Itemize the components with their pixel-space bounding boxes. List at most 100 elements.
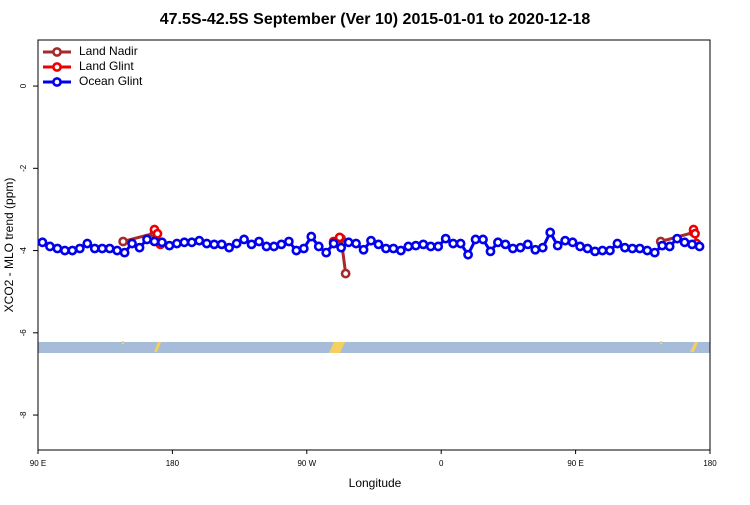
x-tick-label: 180 bbox=[166, 459, 180, 468]
data-point bbox=[59, 245, 70, 256]
chart-title: 47.5S-42.5S September (Ver 10) 2015-01-0… bbox=[160, 11, 591, 28]
data-point bbox=[321, 247, 332, 258]
data-point bbox=[152, 228, 163, 239]
data-point bbox=[298, 243, 309, 254]
x-tick-label: 90 E bbox=[567, 459, 583, 468]
data-point bbox=[276, 239, 287, 250]
data-point bbox=[179, 237, 190, 248]
data-point bbox=[530, 244, 541, 255]
data-point bbox=[522, 239, 533, 250]
x-tick-label: 90 W bbox=[297, 459, 316, 468]
data-point bbox=[366, 235, 376, 246]
data-point bbox=[597, 245, 608, 256]
data-point bbox=[171, 238, 182, 249]
data-point bbox=[657, 240, 668, 251]
data-point bbox=[455, 238, 466, 249]
data-point bbox=[373, 239, 384, 250]
data-point bbox=[201, 238, 212, 249]
data-point bbox=[545, 227, 556, 238]
data-point bbox=[164, 240, 175, 251]
data-point bbox=[45, 241, 55, 252]
data-point bbox=[679, 237, 690, 248]
data-point bbox=[403, 241, 414, 252]
land-mark bbox=[329, 342, 345, 353]
data-point bbox=[507, 243, 518, 254]
data-point bbox=[89, 243, 100, 254]
data-point bbox=[52, 243, 63, 254]
data-point bbox=[269, 241, 279, 252]
data-point bbox=[567, 237, 578, 248]
data-point bbox=[605, 245, 615, 256]
data-point bbox=[313, 241, 324, 252]
data-point bbox=[119, 247, 130, 258]
data-point bbox=[690, 228, 700, 239]
data-point bbox=[37, 237, 48, 248]
land-marks bbox=[122, 341, 698, 353]
data-point bbox=[306, 231, 317, 242]
data-point bbox=[112, 245, 123, 256]
data-point bbox=[343, 237, 354, 248]
data-point bbox=[448, 238, 459, 249]
data-point bbox=[118, 236, 129, 247]
data-point bbox=[687, 239, 697, 250]
data-point bbox=[664, 241, 675, 252]
data-point bbox=[186, 237, 197, 248]
data-point bbox=[209, 239, 220, 250]
legend-label: Ocean Glint bbox=[79, 74, 143, 88]
data-point bbox=[627, 243, 638, 254]
data-point bbox=[216, 239, 227, 250]
data-point bbox=[575, 241, 585, 252]
data-point bbox=[485, 246, 496, 257]
data-point bbox=[67, 245, 78, 256]
data-point bbox=[672, 233, 683, 244]
data-point bbox=[104, 243, 115, 254]
data-point bbox=[127, 238, 137, 249]
data-point bbox=[388, 243, 399, 254]
data-point bbox=[231, 238, 242, 249]
y-tick-label: 0 bbox=[19, 83, 28, 88]
data-point bbox=[74, 243, 85, 254]
data-point bbox=[649, 247, 660, 258]
data-point bbox=[470, 234, 481, 245]
data-point bbox=[560, 235, 571, 246]
data-point bbox=[194, 235, 205, 246]
land-mark bbox=[660, 341, 662, 344]
data-point bbox=[582, 243, 593, 254]
data-point bbox=[395, 245, 406, 256]
data-point bbox=[291, 245, 302, 256]
data-point bbox=[381, 243, 391, 254]
data-point bbox=[515, 242, 526, 253]
land-mark bbox=[690, 342, 698, 352]
data-point bbox=[590, 246, 600, 257]
legend-swatch-marker bbox=[52, 62, 62, 72]
y-tick-label: -8 bbox=[19, 411, 28, 419]
data-point bbox=[493, 237, 503, 248]
x-axis-label: Longitude bbox=[349, 476, 402, 490]
data-point bbox=[410, 240, 421, 251]
data-point bbox=[552, 240, 563, 251]
legend-swatch-marker bbox=[52, 47, 62, 57]
y-axis-label: XCO2 - MLO trend (ppm) bbox=[2, 178, 16, 313]
data-point bbox=[328, 238, 339, 249]
data-point bbox=[433, 241, 444, 252]
data-point bbox=[239, 234, 249, 245]
y-tick-label: -2 bbox=[19, 164, 28, 172]
data-point bbox=[97, 243, 108, 254]
data-point bbox=[261, 241, 272, 252]
data-point bbox=[149, 236, 160, 247]
data-point bbox=[336, 242, 347, 253]
data-point bbox=[634, 243, 645, 254]
data-point bbox=[463, 249, 473, 260]
data-point bbox=[334, 232, 345, 243]
plot-frame bbox=[37, 39, 711, 451]
x-tick-label: 90 E bbox=[30, 459, 46, 468]
data-point bbox=[418, 239, 429, 250]
data-point bbox=[642, 245, 653, 256]
data-point bbox=[134, 242, 145, 253]
legend-swatch-marker bbox=[52, 77, 62, 87]
data-point bbox=[537, 242, 548, 253]
data-point bbox=[142, 234, 152, 245]
